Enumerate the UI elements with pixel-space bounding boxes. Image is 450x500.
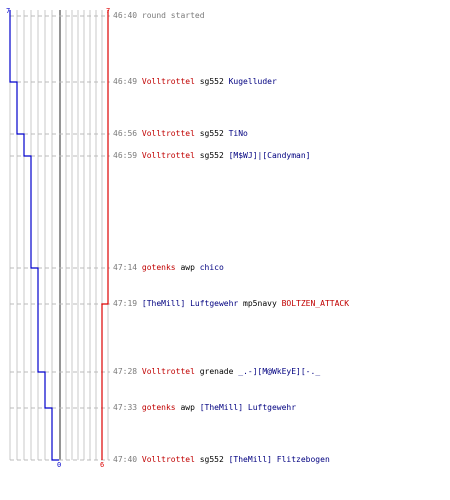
event-player: gotenks bbox=[141, 403, 176, 412]
event-row: 46:59 Volltrottel sg552 [M$WJ]|[Candyman… bbox=[113, 151, 311, 161]
event-weapon: sg552 bbox=[194, 77, 229, 86]
event-player: Volltrottel bbox=[141, 455, 195, 464]
score-labels: 7 7 0 6 bbox=[6, 7, 110, 469]
event-player: Kugelluder bbox=[228, 77, 277, 86]
event-row: 46:56 Volltrottel sg552 TiNo bbox=[113, 129, 248, 139]
event-weapon: awp bbox=[175, 403, 200, 412]
event-player: [TheMill] Flitzebogen bbox=[228, 455, 330, 464]
event-row: 47:19 [TheMill] Luftgewehr mp5navy BOLTZ… bbox=[113, 299, 349, 309]
team-count-lines bbox=[9, 10, 109, 461]
event-player: Volltrottel bbox=[141, 129, 195, 138]
event-weapon: sg552 bbox=[194, 129, 229, 138]
event-time: 46:49 bbox=[113, 77, 142, 86]
event-row: 46:40 round started bbox=[113, 11, 205, 21]
event-weapon: sg552 bbox=[194, 151, 229, 160]
red-team-alive-line bbox=[101, 10, 109, 460]
event-player: TiNo bbox=[228, 129, 248, 138]
event-time: 47:19 bbox=[113, 299, 142, 308]
event-player: Volltrottel bbox=[141, 77, 195, 86]
event-time: 46:56 bbox=[113, 129, 142, 138]
red-end-count: 6 bbox=[100, 461, 104, 469]
event-player: [TheMill] Luftgewehr bbox=[199, 403, 297, 412]
event-player: [M$WJ]|[Candyman] bbox=[228, 151, 311, 160]
event-weapon: sg552 bbox=[194, 455, 229, 464]
event-player: [TheMill] Luftgewehr bbox=[141, 299, 239, 308]
player-grid-lines bbox=[9, 10, 109, 460]
event-time: 47:40 bbox=[113, 455, 142, 464]
event-player: _.-][M@WkEyE][-._ bbox=[238, 367, 321, 376]
red-start-count: 7 bbox=[106, 7, 110, 15]
event-time: 47:14 bbox=[113, 263, 142, 272]
event-player: Volltrottel bbox=[141, 151, 195, 160]
event-time: 47:33 bbox=[113, 403, 142, 412]
event-time: 46:59 bbox=[113, 151, 142, 160]
event-weapon: awp bbox=[175, 263, 200, 272]
event-time: 47:28 bbox=[113, 367, 142, 376]
event-player: gotenks bbox=[141, 263, 176, 272]
event-row: 47:33 gotenks awp [TheMill] Luftgewehr bbox=[113, 403, 296, 413]
event-player: Volltrottel bbox=[141, 367, 195, 376]
event-row: 47:14 gotenks awp chico bbox=[113, 263, 224, 273]
event-row: 47:40 Volltrottel sg552 [TheMill] Flitze… bbox=[113, 455, 330, 465]
blue-end-count: 0 bbox=[57, 461, 61, 469]
event-message: round started bbox=[141, 11, 205, 20]
event-row: 46:49 Volltrottel sg552 Kugelluder bbox=[113, 77, 277, 87]
blue-start-count: 7 bbox=[6, 7, 10, 15]
event-weapon: mp5navy bbox=[238, 299, 282, 308]
event-row: 47:28 Volltrottel grenade _.-][M@WkEyE][… bbox=[113, 367, 320, 377]
event-player: BOLTZEN_ATTACK bbox=[281, 299, 350, 308]
event-player: chico bbox=[199, 263, 224, 272]
event-time: 46:40 bbox=[113, 11, 142, 20]
blue-team-alive-line bbox=[9, 10, 59, 461]
event-weapon: grenade bbox=[194, 367, 239, 376]
